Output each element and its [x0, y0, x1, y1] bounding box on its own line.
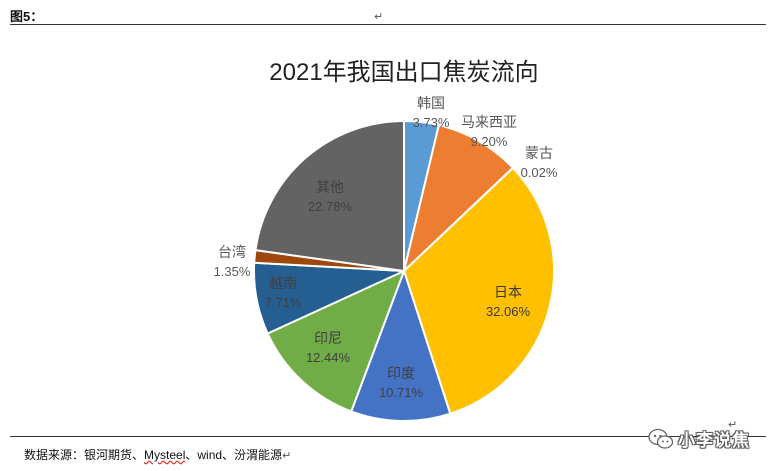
pie-slice-2 [402, 123, 515, 275]
pie-slice-5 [349, 267, 452, 422]
slice-name-label: 马来西亚 [461, 114, 517, 130]
pie-slice-4 [402, 166, 555, 415]
slice-name-label: 台湾 [218, 244, 246, 260]
watermark: 小李说焦 [648, 426, 750, 451]
paragraph-mark: ↵ [374, 11, 384, 23]
slice-value-label: 32.06% [486, 304, 531, 319]
bottom-rule [10, 436, 766, 437]
slice-name-label: 印尼 [314, 330, 342, 346]
pie-labels: 韩国 3.73% 马来西亚 9.20% 蒙古 0.02% 日本 32.06% 印度 10.71% 印… [214, 95, 558, 400]
top-rule [10, 24, 766, 25]
slice-name-label: 印度 [387, 365, 415, 381]
source-suffix: 、wind、汾渭能源 [185, 448, 283, 462]
slice-name-label: 其他 [316, 179, 344, 195]
pie-chart: 2021年我国出口焦炭流向 韩国 3.73% 马来西亚 9.20% 蒙古 0.02% 日本 3… [214, 59, 558, 422]
pie-slice-9 [254, 119, 405, 273]
slice-name-label: 日本 [494, 284, 522, 300]
slice-value-label: 22.78% [308, 199, 353, 214]
watermark-text: 小李说焦 [678, 431, 750, 450]
slice-name-label: 越南 [269, 275, 297, 291]
slice-value-label: 9.20% [471, 134, 508, 149]
figure-label: 图5： [10, 9, 44, 24]
slice-name-label: 蒙古 [525, 145, 553, 161]
slice-value-label: 0.02% [521, 165, 558, 180]
slice-name-label: 韩国 [417, 95, 445, 111]
wechat-icon [648, 428, 674, 449]
source-prefix: 数据来源：银河期货、 [24, 448, 145, 462]
slice-value-label: 3.73% [413, 115, 450, 130]
pie-slices [252, 119, 555, 422]
slice-value-label: 7.71% [265, 295, 302, 310]
source-note: 数据来源：银河期货、Mysteel、wind、汾渭能源↵ [24, 446, 291, 463]
paragraph-mark-2: ↵ [728, 419, 738, 431]
slice-value-label: 1.35% [214, 264, 251, 279]
pie-slice-6 [266, 269, 406, 413]
slice-value-label: 12.44% [306, 350, 351, 365]
chart-title: 2021年我国出口焦炭流向 [269, 59, 538, 86]
paragraph-mark-3: ↵ [282, 450, 292, 462]
source-mysteel: Mysteel [144, 448, 186, 462]
slice-value-label: 10.71% [379, 385, 424, 400]
